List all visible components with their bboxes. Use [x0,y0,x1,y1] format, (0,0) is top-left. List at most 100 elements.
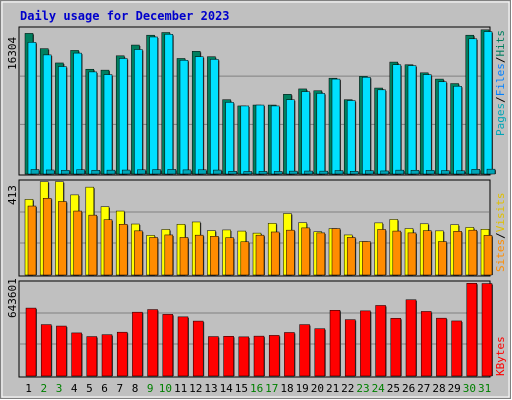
bar-files-14 [225,102,234,175]
bar-pages-27 [425,170,435,175]
x-axis-day-labels: 1 2 3 4 5 6 7 8 9 10 11 12 13 14 15 16 17 18 19 20 21 22 23 24 2… [25,382,491,395]
bar-sites-13 [210,236,219,276]
bar-kbytes-21 [329,310,341,377]
bar-kbytes-15 [238,336,250,377]
bar-sites-18 [286,229,295,276]
day-label-12: 12 [189,382,202,395]
day-label-14: 14 [220,382,234,395]
bar-pages-20 [319,170,329,175]
bar-files-5 [88,71,98,175]
day-label-24: 24 [372,382,386,395]
bar-kbytes-31 [481,283,493,377]
bar-sites-6 [103,219,113,276]
bar-sites-24 [377,229,386,276]
bar-pages-12 [197,169,207,175]
bar-kbytes-28 [436,317,447,377]
bar-files-29 [453,85,462,175]
bar-files-8 [134,49,143,175]
day-label-19: 19 [296,382,309,395]
day-label-10: 10 [159,382,172,395]
day-label-17: 17 [265,382,278,395]
bar-files-18 [286,99,295,175]
bar-kbytes-24 [375,305,386,377]
bar-sites-3 [58,201,67,276]
bar-sites-9 [149,237,158,276]
bar-kbytes-17 [268,335,280,377]
bar-pages-5 [91,169,101,175]
bar-pages-2 [45,169,55,175]
bar-files-17 [270,105,280,175]
bar-sites-27 [422,230,432,276]
bar-pages-11 [182,169,192,175]
bar-files-26 [407,65,417,175]
bar-pages-19 [304,170,313,175]
day-label-4: 4 [71,382,78,395]
bar-files-23 [362,77,371,175]
bar-files-7 [118,58,128,175]
bar-files-28 [438,81,447,175]
bar-files-21 [331,78,341,175]
bar-files-9 [149,36,158,175]
legend-kbytes: KBytes [494,336,507,376]
bar-sites-29 [453,231,462,276]
day-label-20: 20 [311,382,324,395]
bar-files-19 [301,91,310,175]
day-label-27: 27 [417,382,430,395]
hits-legend: Pages/Files/Hits [494,30,507,136]
bar-files-31 [483,31,493,175]
day-label-23: 23 [356,382,369,395]
bar-kbytes-9 [147,309,158,377]
bar-kbytes-20 [314,328,326,377]
day-label-7: 7 [116,382,123,395]
bar-sites-8 [134,230,143,276]
day-label-6: 6 [101,382,108,395]
bar-kbytes-5 [86,336,98,377]
bar-pages-1 [30,169,40,175]
bar-pages-30 [471,169,481,175]
bar-files-15 [240,105,250,175]
bar-kbytes-19 [299,324,310,377]
bar-kbytes-6 [101,334,113,377]
day-label-8: 8 [132,382,139,395]
bar-files-24 [377,89,386,175]
bar-files-2 [42,54,52,175]
bar-pages-8 [137,169,146,175]
bar-sites-21 [331,228,341,276]
bar-sites-26 [407,232,417,276]
bar-pages-14 [228,171,237,175]
bar-kbytes-27 [420,311,432,377]
legend-pages: Pages [494,103,507,136]
bar-sites-2 [42,198,52,276]
bar-pages-23 [365,170,374,175]
bar-sites-7 [118,223,128,276]
bar-sites-12 [194,234,204,276]
bar-kbytes-12 [192,320,204,377]
day-label-2: 2 [40,382,47,395]
chart-title: Daily usage for December 2023 [20,9,230,23]
bar-sites-23 [362,241,371,276]
bar-pages-21 [334,170,344,175]
bar-sites-5 [88,214,98,276]
bar-sites-15 [240,241,250,276]
bar-pages-25 [395,169,405,175]
bar-kbytes-30 [466,283,478,377]
bar-sites-17 [270,231,280,276]
bar-sites-1 [27,205,37,276]
day-label-13: 13 [204,382,217,395]
bar-kbytes-25 [390,318,402,377]
bar-kbytes-2 [40,324,52,377]
bar-files-1 [27,42,37,175]
bar-pages-31 [486,168,496,175]
day-label-11: 11 [174,382,187,395]
bar-kbytes-3 [56,325,67,377]
day-label-22: 22 [341,382,354,395]
legend-hits: Hits [494,30,507,57]
bar-kbytes-14 [223,336,234,377]
day-label-18: 18 [280,382,293,395]
bar-pages-18 [289,170,298,175]
bar-files-27 [422,74,432,175]
bar-sites-10 [164,234,174,276]
bar-pages-28 [441,170,450,175]
bar-sites-4 [73,210,82,276]
